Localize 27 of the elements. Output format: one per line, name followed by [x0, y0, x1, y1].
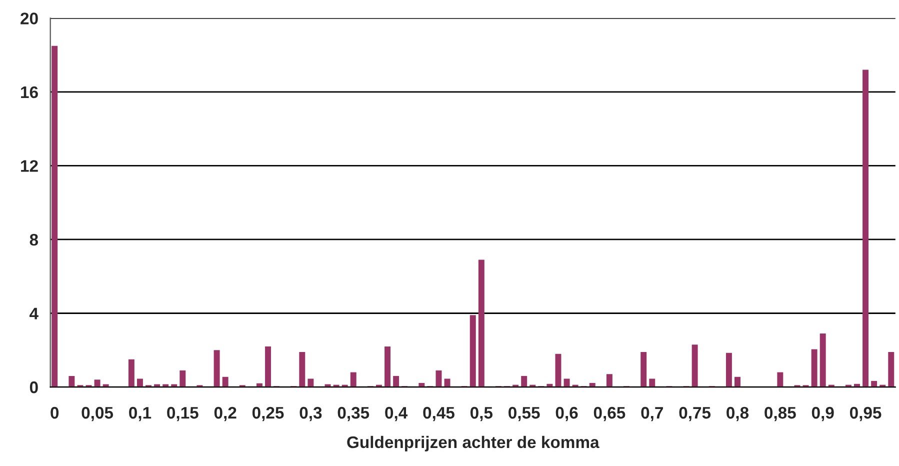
x-tick-label: 0,4	[385, 406, 408, 422]
x-tick-label: 0,35	[338, 406, 370, 422]
x-tick-label: 0,95	[850, 406, 882, 422]
y-tick-label: 12	[21, 160, 38, 172]
x-tick-label: 0,7	[641, 406, 663, 422]
x-tick-label: 0,3	[300, 406, 322, 422]
x-tick-label: 0	[50, 406, 59, 419]
x-tick-label: 0,55	[508, 406, 540, 422]
x-tick-label: 0,1	[129, 406, 152, 422]
x-axis-title: Guldenprijzen achter de komma	[347, 436, 600, 452]
x-tick-label: 0,05	[82, 406, 114, 422]
y-tick-label: 4	[30, 308, 38, 320]
x-tick-label: 0,65	[594, 406, 626, 422]
y-tick-label: 0	[30, 381, 38, 394]
x-tick-label: 0,75	[679, 406, 711, 422]
x-tick-label: 0,15	[167, 406, 198, 422]
x-tick-label: 0,9	[812, 406, 834, 422]
y-tick-label: 8	[30, 234, 38, 246]
x-tick-label: 0,8	[726, 406, 749, 422]
x-tick-label: 0,45	[423, 406, 454, 422]
x-tick-label: 0,85	[764, 406, 796, 422]
x-tick-label: 0,25	[252, 406, 284, 422]
y-tick-label: 16	[21, 86, 38, 98]
x-tick-label: 0,6	[556, 406, 578, 422]
x-tick-label: 0,2	[214, 406, 236, 422]
x-tick-label: 0,5	[470, 406, 493, 422]
y-tick-label: 20	[20, 12, 38, 24]
